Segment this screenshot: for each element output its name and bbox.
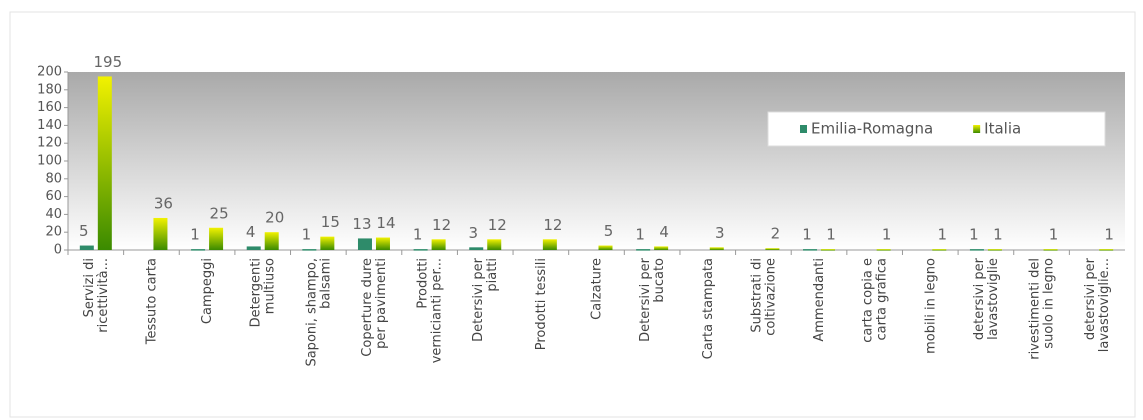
bar bbox=[375, 237, 390, 250]
legend-swatch bbox=[800, 125, 807, 133]
y-tick-label: 0 bbox=[54, 243, 62, 258]
y-tick-label: 140 bbox=[37, 118, 62, 133]
bar bbox=[803, 249, 818, 251]
bar bbox=[487, 239, 502, 250]
y-tick-label: 100 bbox=[37, 154, 62, 169]
legend-swatch bbox=[973, 125, 981, 133]
data-label: 1 bbox=[969, 226, 979, 244]
bar bbox=[413, 249, 428, 251]
data-label: 195 bbox=[93, 53, 122, 71]
data-label: 12 bbox=[543, 216, 562, 234]
x-tick-label: Servizi diricettività... bbox=[81, 258, 110, 333]
data-label: 4 bbox=[659, 223, 669, 241]
bar bbox=[97, 76, 112, 250]
data-label: 1 bbox=[826, 226, 836, 244]
bar bbox=[264, 232, 279, 250]
data-label: 25 bbox=[210, 204, 229, 222]
x-tick-label: Substrati dicoltivazione bbox=[749, 258, 778, 336]
bar bbox=[302, 249, 317, 251]
legend-label: Emilia-Romagna bbox=[811, 120, 933, 138]
data-label: 13 bbox=[352, 215, 371, 233]
bar bbox=[79, 245, 94, 250]
data-label: 12 bbox=[488, 216, 507, 234]
data-label: 15 bbox=[321, 213, 340, 231]
x-tick-label: rivestimenti delsuolo in legno bbox=[1027, 258, 1056, 360]
x-tick-label: Coperture dureper pavimenti bbox=[359, 258, 388, 357]
x-tick-label: Detergentimultiuso bbox=[248, 258, 277, 327]
x-tick-label: Prodottivernicianti per... bbox=[415, 258, 444, 363]
data-label: 2 bbox=[771, 225, 781, 243]
data-label: 1 bbox=[1049, 226, 1059, 244]
data-label: 1 bbox=[993, 226, 1003, 244]
bar bbox=[1099, 249, 1114, 251]
x-tick-label: Ammendanti bbox=[812, 258, 827, 342]
bar bbox=[431, 239, 446, 250]
data-label: 1 bbox=[802, 226, 812, 244]
bar bbox=[153, 217, 168, 250]
data-label: 5 bbox=[604, 222, 614, 240]
data-label: 14 bbox=[376, 214, 395, 232]
x-tick-label: detersivi perlavastoviglie bbox=[971, 257, 1000, 340]
x-tick-label: Detersivi perbucato bbox=[638, 257, 667, 342]
data-label: 1 bbox=[190, 226, 200, 244]
y-tick-label: 40 bbox=[45, 207, 62, 222]
bar bbox=[654, 246, 669, 250]
data-label: 1 bbox=[1104, 226, 1114, 244]
x-tick-label: Campeggi bbox=[200, 258, 215, 324]
x-tick-label: mobili in legno bbox=[923, 258, 938, 354]
x-tick-label: Carta stampata bbox=[700, 258, 715, 359]
data-label: 12 bbox=[432, 216, 451, 234]
data-label: 3 bbox=[468, 224, 478, 242]
x-tick-label: Calzature bbox=[589, 258, 604, 320]
data-label: 4 bbox=[246, 223, 256, 241]
data-label: 1 bbox=[635, 226, 645, 244]
bar bbox=[209, 227, 224, 250]
bar bbox=[636, 249, 651, 251]
data-label: 36 bbox=[154, 194, 173, 212]
data-label: 1 bbox=[938, 226, 948, 244]
x-tick-label: Prodotti tessili bbox=[533, 258, 548, 350]
bar bbox=[709, 247, 724, 250]
y-tick-label: 20 bbox=[45, 225, 62, 240]
bar bbox=[765, 248, 780, 250]
legend-box bbox=[767, 111, 1106, 147]
x-tick-label: Detersivi perpiatti bbox=[471, 257, 500, 342]
x-tick-label: detersivi perlavastoviglie... bbox=[1083, 257, 1112, 352]
bar bbox=[969, 249, 984, 251]
bar bbox=[191, 249, 206, 251]
y-tick-label: 180 bbox=[37, 82, 62, 97]
bar bbox=[469, 247, 484, 250]
y-tick-label: 120 bbox=[37, 136, 62, 151]
bar bbox=[246, 246, 261, 250]
bar bbox=[1043, 249, 1058, 251]
data-label: 1 bbox=[413, 226, 423, 244]
legend-label: Italia bbox=[984, 120, 1021, 138]
bar bbox=[987, 249, 1002, 251]
y-tick-label: 80 bbox=[45, 171, 62, 186]
y-tick-label: 60 bbox=[45, 189, 62, 204]
bar bbox=[357, 238, 372, 250]
data-label: 1 bbox=[882, 226, 892, 244]
bar bbox=[821, 249, 836, 251]
data-label: 3 bbox=[715, 224, 725, 242]
y-tick-label: 200 bbox=[37, 65, 62, 80]
x-tick-label: Saponi, shampo,balsami bbox=[304, 258, 333, 367]
plot-area bbox=[68, 72, 1125, 250]
bar bbox=[932, 249, 947, 251]
x-tick-label: carta copia ecarta grafica bbox=[860, 258, 889, 343]
data-label: 20 bbox=[265, 209, 284, 227]
y-tick-label: 160 bbox=[37, 100, 62, 115]
data-label: 1 bbox=[302, 226, 312, 244]
bar bbox=[542, 239, 557, 250]
bar bbox=[320, 236, 335, 250]
x-tick-label: Tessuto carta bbox=[144, 258, 159, 345]
data-label: 5 bbox=[79, 222, 89, 240]
bar bbox=[876, 249, 891, 251]
bar bbox=[598, 245, 613, 250]
